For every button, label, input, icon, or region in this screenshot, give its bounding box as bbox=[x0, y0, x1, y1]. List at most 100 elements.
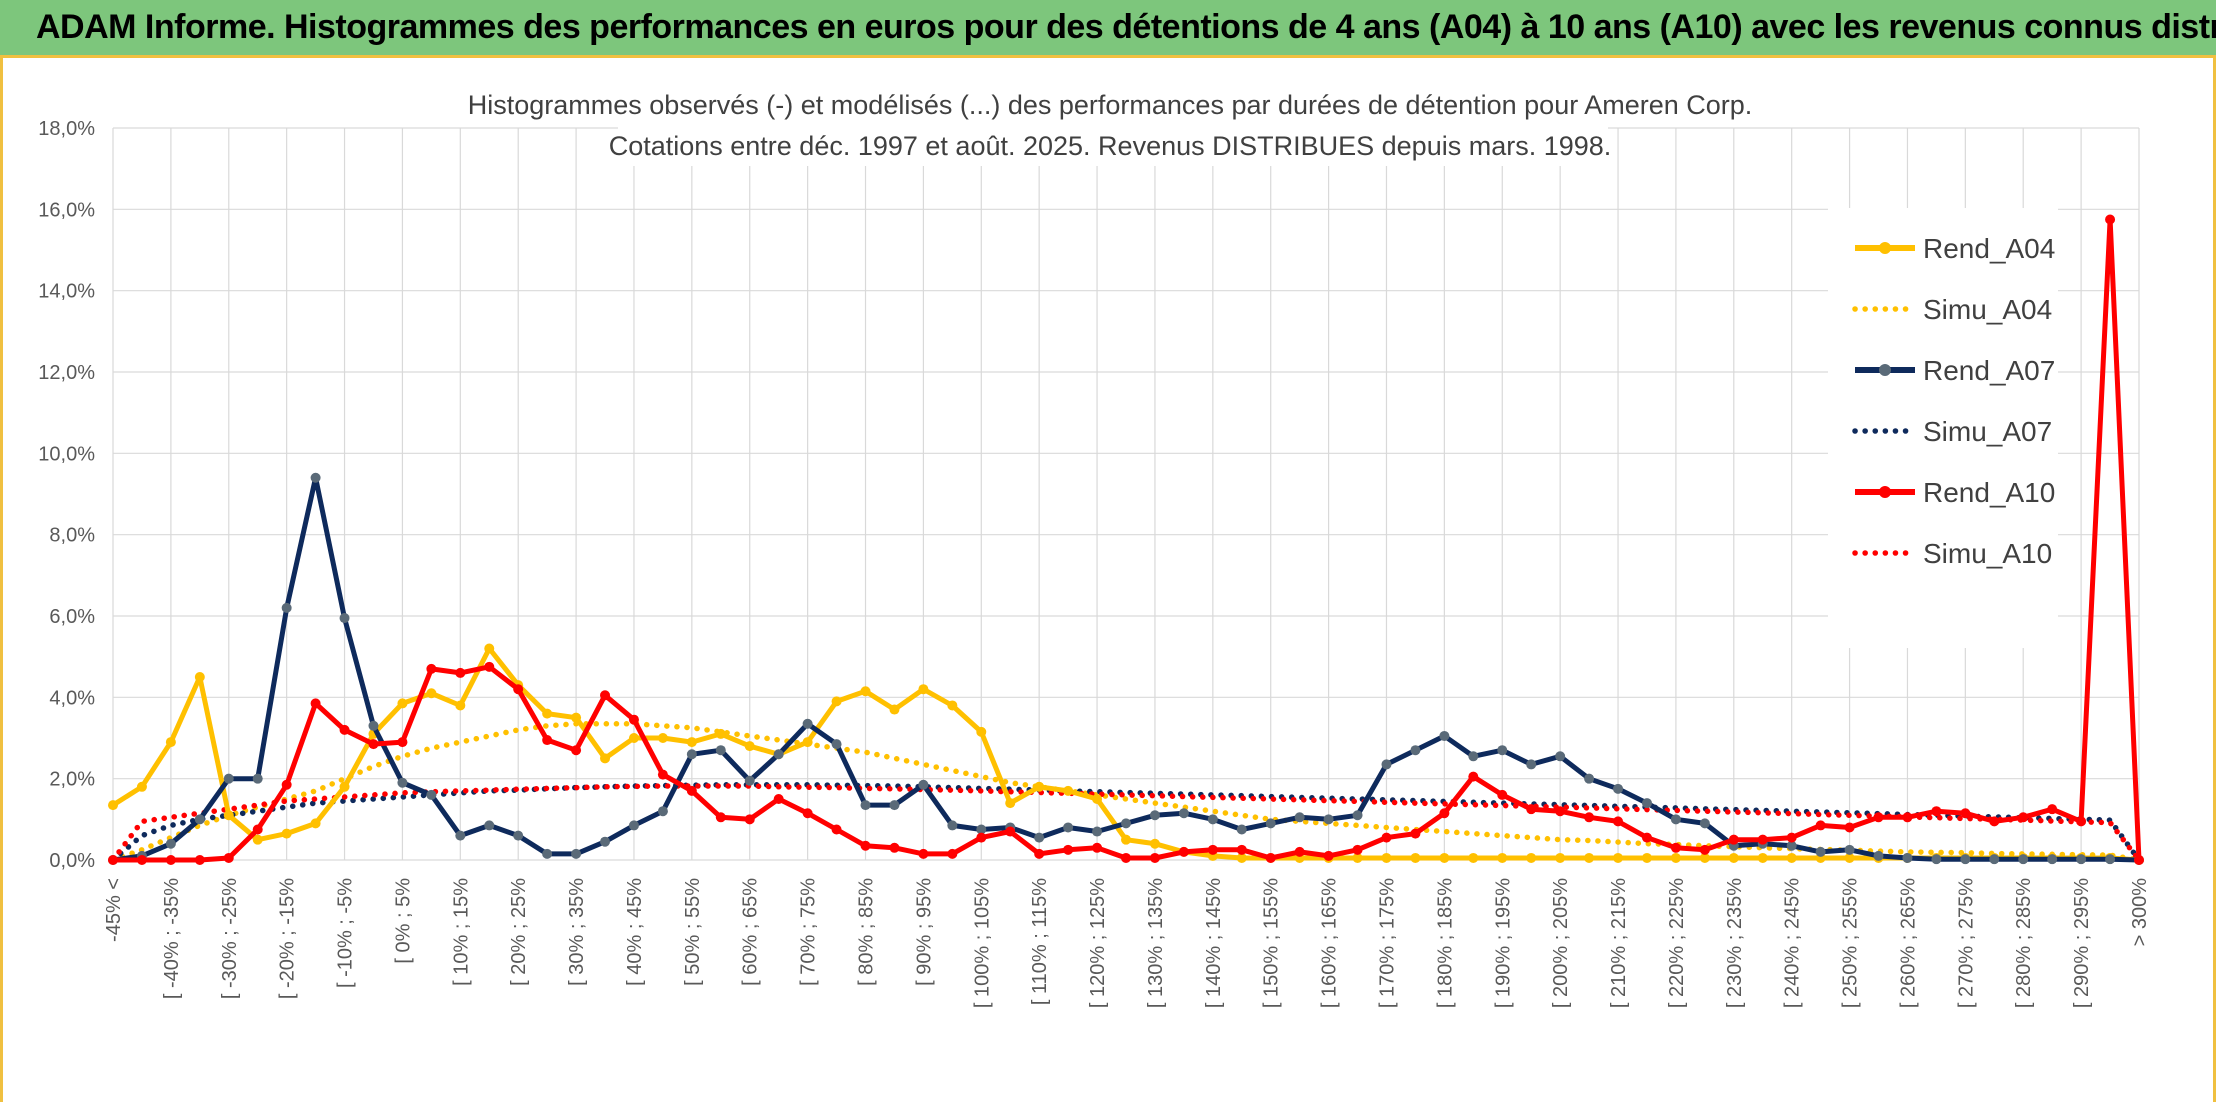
x-tick-label: [ 290% ; 295% bbox=[2071, 878, 2093, 1008]
data-point-Rend_A07 bbox=[252, 773, 263, 784]
data-point-Rend_A07 bbox=[1873, 850, 1884, 861]
x-tick-label: [ 180% ; 185% bbox=[1434, 878, 1456, 1008]
data-point-Rend_A10 bbox=[2076, 816, 2087, 827]
data-point-Rend_A10 bbox=[2018, 812, 2029, 823]
data-point-Rend_A07 bbox=[1468, 751, 1479, 762]
legend-label: Rend_A10 bbox=[1923, 477, 2055, 508]
data-point-Rend_A07 bbox=[1584, 773, 1595, 784]
data-point-Rend_A10 bbox=[1468, 771, 1479, 782]
chart-subtitle: Cotations entre déc. 1997 et août. 2025.… bbox=[609, 131, 1612, 161]
data-point-Rend_A07 bbox=[1178, 808, 1189, 819]
data-point-Rend_A10 bbox=[831, 824, 842, 835]
data-point-Rend_A07 bbox=[1207, 814, 1218, 825]
data-point-Rend_A04 bbox=[1757, 852, 1768, 863]
data-point-Rend_A07 bbox=[976, 824, 987, 835]
data-point-Rend_A04 bbox=[686, 737, 697, 748]
data-point-Rend_A10 bbox=[628, 714, 639, 725]
data-point-Rend_A07 bbox=[310, 472, 321, 483]
data-point-Rend_A04 bbox=[484, 643, 495, 654]
data-point-Rend_A07 bbox=[1381, 759, 1392, 770]
data-point-Rend_A10 bbox=[1497, 789, 1508, 800]
data-point-Rend_A04 bbox=[1034, 781, 1045, 792]
data-point-Rend_A10 bbox=[686, 785, 697, 796]
data-point-Rend_A04 bbox=[1699, 852, 1710, 863]
x-tick-label: [ 40% ; 45% bbox=[624, 878, 646, 986]
data-point-Rend_A07 bbox=[1121, 818, 1131, 829]
x-tick-label: > 300% bbox=[2129, 878, 2151, 947]
x-tick-label: [ 90% ; 95% bbox=[913, 878, 935, 986]
data-point-Rend_A07 bbox=[686, 749, 697, 760]
data-point-Rend_A04 bbox=[1121, 834, 1131, 845]
y-tick-label: 12,0% bbox=[38, 362, 95, 384]
data-point-Rend_A04 bbox=[802, 737, 813, 748]
data-point-Rend_A04 bbox=[1728, 852, 1739, 863]
x-tick-label: [ 140% ; 145% bbox=[1203, 878, 1225, 1008]
data-point-Rend_A04 bbox=[1584, 852, 1595, 863]
data-point-Rend_A04 bbox=[1468, 852, 1479, 863]
x-tick-label: [ 120% ; 125% bbox=[1087, 878, 1109, 1008]
data-point-Rend_A10 bbox=[194, 855, 205, 865]
data-point-Rend_A10 bbox=[339, 724, 350, 735]
data-point-Rend_A07 bbox=[2076, 854, 2087, 865]
data-point-Rend_A07 bbox=[1294, 812, 1305, 823]
data-point-Rend_A10 bbox=[1728, 834, 1739, 845]
data-point-Rend_A04 bbox=[1786, 852, 1797, 863]
data-point-Rend_A04 bbox=[1063, 785, 1074, 796]
data-point-Rend_A04 bbox=[223, 810, 234, 821]
data-point-Rend_A04 bbox=[657, 733, 668, 743]
data-point-Rend_A04 bbox=[1670, 852, 1681, 863]
data-point-Rend_A07 bbox=[426, 789, 437, 800]
legend-background bbox=[1828, 208, 2058, 648]
y-tick-label: 18,0% bbox=[38, 118, 95, 140]
x-tick-label: [ 0% ; 5% bbox=[392, 878, 414, 964]
x-tick-label: [ 170% ; 175% bbox=[1376, 878, 1398, 1008]
x-tick-label: [ 20% ; 25% bbox=[508, 878, 530, 986]
data-point-Rend_A10 bbox=[1699, 844, 1710, 855]
y-tick-label: 6,0% bbox=[49, 606, 95, 628]
data-point-Rend_A07 bbox=[1063, 822, 1074, 833]
chart-frame: 0,0% 2,0% 4,0% 6,0% 8,0% 10,0% 12,0% 14,0% 16,0%… bbox=[0, 58, 2216, 1102]
data-point-Rend_A10 bbox=[455, 667, 466, 678]
data-point-Rend_A10 bbox=[310, 698, 321, 709]
x-tick-label: [ -30% ; -25% bbox=[219, 878, 241, 999]
data-point-Rend_A07 bbox=[1410, 745, 1421, 756]
chart-titles: Histogrammes observés (-) et modélisés (… bbox=[463, 84, 1763, 166]
header-banner: ADAM Informe. Histogrammes des performan… bbox=[0, 0, 2216, 58]
data-point-Rend_A04 bbox=[628, 733, 639, 743]
data-point-Rend_A04 bbox=[1439, 852, 1450, 863]
data-point-Rend_A07 bbox=[600, 836, 611, 847]
x-tick-label: [ 270% ; 275% bbox=[1955, 878, 1977, 1008]
y-tick-label: 14,0% bbox=[38, 281, 95, 303]
data-point-Rend_A04 bbox=[600, 753, 611, 764]
data-point-Rend_A10 bbox=[715, 812, 726, 823]
x-tick-label: [ 250% ; 255% bbox=[1840, 878, 1862, 1008]
data-point-Rend_A10 bbox=[1960, 808, 1971, 819]
data-point-Rend_A04 bbox=[1410, 852, 1421, 863]
data-point-Rend_A07 bbox=[2018, 854, 2029, 865]
page-title: ADAM Informe. Histogrammes des performan… bbox=[36, 8, 2216, 46]
data-point-Rend_A10 bbox=[1410, 828, 1421, 839]
data-point-Rend_A10 bbox=[1815, 820, 1826, 831]
data-point-Rend_A10 bbox=[860, 840, 871, 851]
data-point-Rend_A10 bbox=[1844, 822, 1855, 833]
x-tick-label: [ 260% ; 265% bbox=[1897, 878, 1919, 1008]
x-tick-label: [ 240% ; 245% bbox=[1782, 878, 1804, 1008]
data-point-Rend_A07 bbox=[1902, 852, 1913, 863]
x-tick-label: [ 150% ; 155% bbox=[1261, 878, 1283, 1008]
data-point-Rend_A07 bbox=[1931, 854, 1942, 865]
x-tick-label: [ 190% ; 195% bbox=[1492, 878, 1514, 1008]
data-point-Rend_A04 bbox=[1352, 852, 1363, 863]
data-point-Rend_A10 bbox=[1178, 846, 1189, 857]
data-point-Rend_A07 bbox=[165, 838, 176, 849]
y-tick-label: 16,0% bbox=[38, 199, 95, 221]
data-point-Rend_A07 bbox=[1989, 854, 2000, 865]
data-point-Rend_A04 bbox=[976, 726, 987, 737]
data-point-Rend_A04 bbox=[744, 741, 755, 752]
legend-marker bbox=[1879, 242, 1891, 254]
x-tick-label: [ 110% ; 115% bbox=[1029, 878, 1051, 1005]
x-tick-label: [ -10% ; -5% bbox=[335, 878, 357, 988]
data-point-Rend_A04 bbox=[339, 781, 350, 792]
data-point-Rend_A10 bbox=[744, 814, 755, 825]
data-point-Rend_A10 bbox=[1757, 834, 1768, 845]
data-point-Rend_A07 bbox=[1555, 751, 1566, 762]
